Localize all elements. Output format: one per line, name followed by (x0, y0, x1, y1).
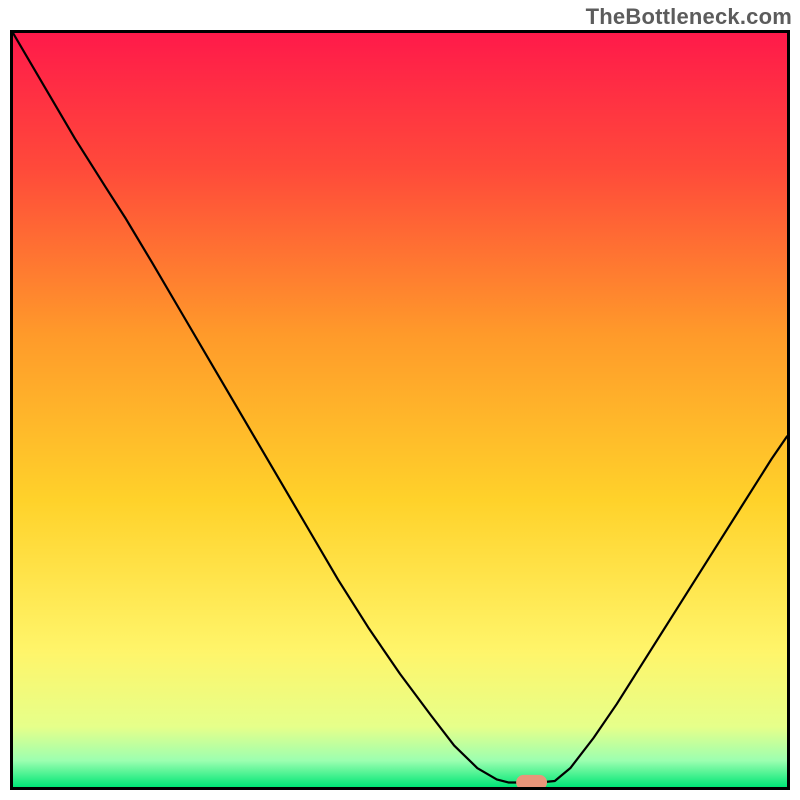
optimal-point-marker (13, 33, 787, 787)
plot-area (10, 30, 790, 790)
watermark-text: TheBottleneck.com (586, 4, 792, 30)
bottleneck-chart: TheBottleneck.com (0, 0, 800, 800)
